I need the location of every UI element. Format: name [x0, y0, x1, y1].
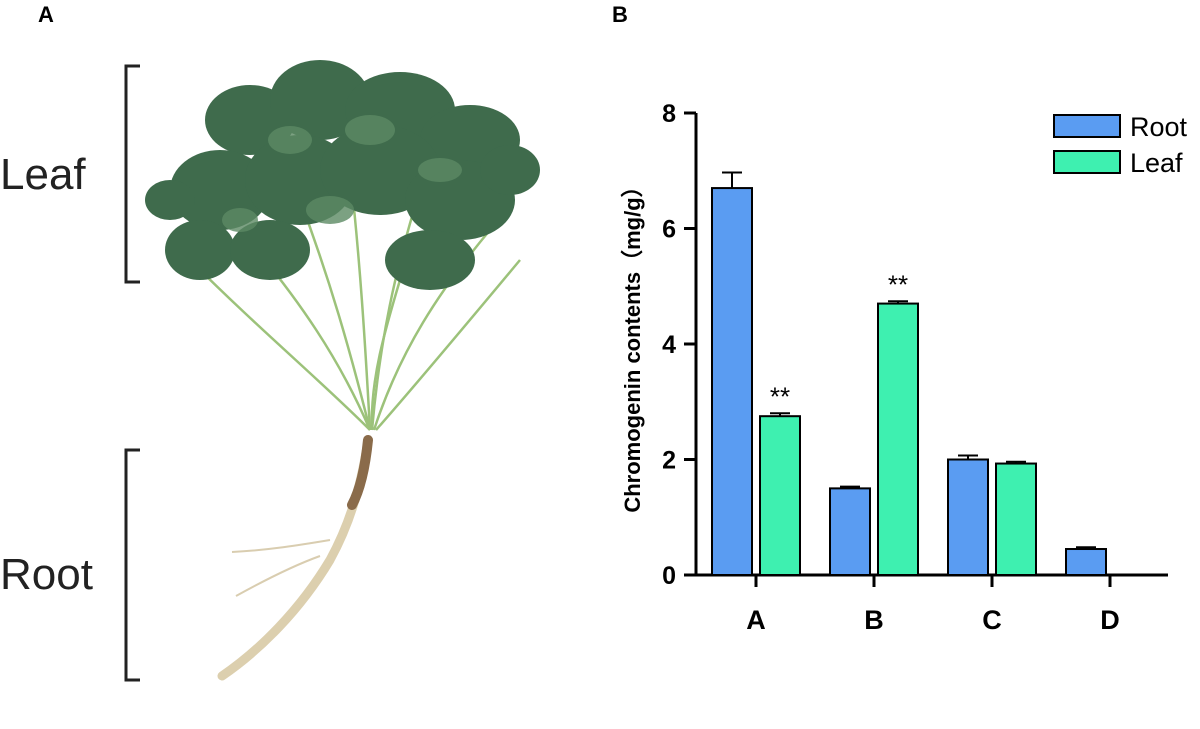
root-region-label: Root: [0, 550, 93, 599]
bar: [711, 187, 753, 576]
legend-label: Root: [1130, 112, 1188, 142]
legend-swatch: [1053, 114, 1121, 138]
y-tick-label: 8: [662, 100, 676, 128]
y-tick-label: 0: [662, 562, 676, 590]
significance-label: **: [888, 269, 908, 299]
bar: [947, 458, 989, 576]
x-tick-label: B: [864, 605, 884, 635]
legend-swatch: [1053, 150, 1121, 174]
bar-chart: 0 2 4 6 8 Chromogenin contents（mg/g） A ** B ** C D R…: [620, 100, 1188, 635]
panel-letter-a: A: [38, 2, 54, 27]
foliage-illustration: [145, 60, 540, 290]
leaf-bracket: [124, 64, 140, 284]
panel-letter-b: B: [612, 2, 628, 27]
bar: [759, 415, 801, 576]
y-tick-label: 4: [662, 331, 676, 359]
bar: [829, 487, 871, 576]
bar: [1065, 548, 1107, 577]
bar: [877, 302, 919, 576]
foliage-highlight: [222, 115, 462, 232]
y-axis-label: Chromogenin contents（mg/g）: [620, 175, 645, 512]
legend-label: Leaf: [1130, 148, 1183, 178]
x-tick-label: C: [982, 605, 1002, 635]
root-bracket: [124, 448, 140, 682]
leaf-region-label: Leaf: [0, 150, 86, 199]
x-tick-label: A: [746, 605, 766, 635]
x-tick-label: D: [1100, 605, 1120, 635]
bar: [995, 462, 1037, 577]
plant-photo: [124, 60, 540, 682]
root-illustration: [217, 435, 373, 681]
significance-label: **: [770, 381, 790, 411]
y-tick-label: 2: [662, 447, 676, 475]
y-tick-label: 6: [662, 216, 676, 244]
